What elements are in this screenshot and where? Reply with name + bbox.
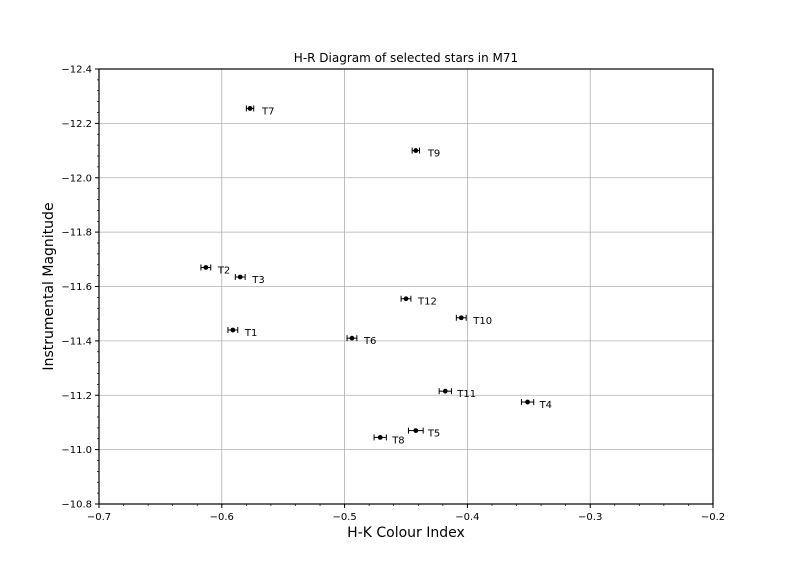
point-label: T6	[363, 336, 376, 347]
point-label: T1	[244, 328, 257, 339]
y-tick-label: −12.4	[61, 65, 92, 76]
chart-title: H-R Diagram of selected stars in M71	[294, 51, 518, 65]
star-point-t4: T4	[520, 399, 552, 411]
data-marker	[349, 335, 355, 341]
data-marker	[230, 327, 236, 333]
point-label: T11	[456, 389, 476, 400]
star-point-t2: T2	[200, 264, 230, 276]
data-marker	[458, 315, 464, 321]
data-marker	[413, 148, 419, 153]
data-marker	[377, 434, 383, 440]
point-label: T12	[417, 297, 437, 308]
point-label: T9	[427, 149, 440, 160]
y-tick-label: −11.4	[61, 336, 92, 347]
x-tick-label: −0.7	[87, 512, 111, 523]
axis-ticks: −0.7 −0.6 −0.5 −0.4 −0.3 −0.2 −12.4 −12.2 −12.0 −…	[61, 65, 725, 524]
x-tick-label: −0.5	[332, 512, 356, 523]
y-tick-label: −10.8	[61, 500, 92, 511]
x-tick-label: −0.6	[210, 512, 234, 523]
data-points: T1 T2 T3 T4 T5 T6 T7 T8 T9 T10 T11 T12	[200, 105, 552, 446]
y-axis-label: Instrumental Magnitude	[41, 202, 57, 370]
star-point-t5: T5	[407, 427, 440, 440]
y-tick-label: −12.0	[61, 173, 92, 184]
y-tick-label: −11.2	[61, 391, 92, 402]
star-point-t6: T6	[346, 335, 376, 347]
data-marker	[247, 106, 253, 111]
x-tick-label: −0.4	[455, 512, 479, 523]
point-label: T2	[217, 265, 230, 276]
data-marker	[237, 274, 243, 280]
point-label: T8	[391, 435, 404, 446]
y-tick-label: −12.2	[61, 119, 92, 130]
x-axis-label: H-K Colour Index	[347, 525, 465, 541]
y-tick-label: −11.8	[61, 228, 92, 239]
y-tick-label: −11.0	[61, 445, 92, 456]
data-marker	[203, 265, 209, 270]
point-label: T10	[472, 316, 492, 327]
x-tick-label: −0.3	[578, 512, 602, 523]
star-point-t7: T7	[245, 105, 275, 117]
point-label: T4	[539, 400, 552, 411]
data-marker	[525, 399, 530, 405]
star-point-t11: T11	[438, 388, 476, 400]
data-marker	[442, 388, 448, 394]
star-point-t3: T3	[234, 273, 265, 286]
star-point-t12: T12	[400, 295, 437, 308]
x-tick-label: −0.2	[701, 512, 725, 523]
star-point-t9: T9	[411, 147, 440, 160]
star-point-t8: T8	[373, 434, 405, 446]
point-label: T7	[261, 106, 274, 117]
star-point-t10: T10	[455, 314, 492, 327]
star-point-t1: T1	[227, 327, 257, 339]
y-tick-label: −11.6	[61, 282, 92, 293]
data-marker	[403, 296, 409, 302]
point-label: T5	[427, 429, 440, 440]
point-label: T3	[251, 275, 264, 286]
data-marker	[413, 428, 419, 433]
